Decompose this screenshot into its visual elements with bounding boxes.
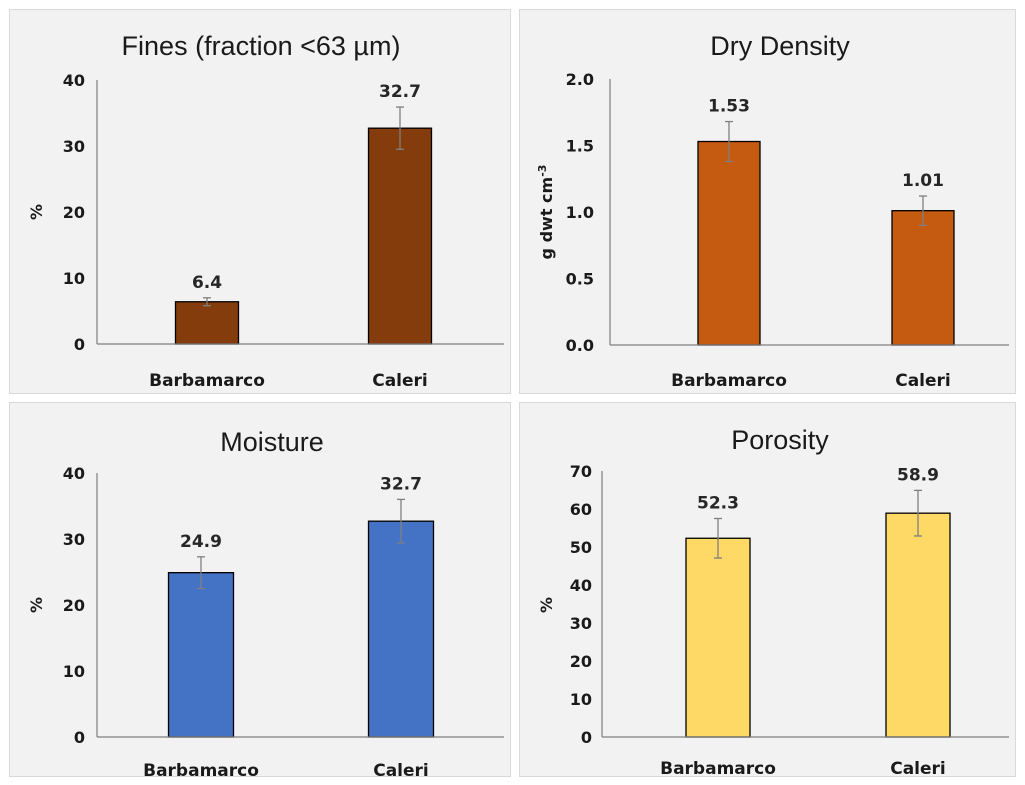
error-bar: [725, 120, 733, 163]
bar-barbamarco: [685, 537, 751, 738]
y-tick-label: 10: [63, 662, 85, 681]
x-category-label: Caleri: [372, 371, 428, 391]
data-label: 1.53: [708, 97, 750, 117]
chart-moisture: Moisture 0 10 20 30 40% 24.9 Barbamarco 32.7 Cale…: [27, 427, 504, 778]
bar-barbamarco: [167, 572, 235, 738]
y-tick-label: 50: [570, 538, 592, 557]
chart-dry-density: Dry Density 0.0 0.5 1.0 1.5 2.0 g dwt cm-3 1.53…: [536, 31, 1009, 391]
y-tick-label: 10: [63, 269, 85, 288]
chart-title: Fines (fraction <63 µm): [122, 31, 401, 61]
y-tick-label: 0.0: [566, 336, 594, 355]
chart-panel-porosity: Porosity 0 10 20 30 40 50 60 70% 52.3 Barbamarco 58…: [519, 402, 1016, 778]
data-label: 24.9: [180, 532, 222, 552]
y-tick-label: 60: [570, 500, 592, 519]
y-axis-label: g dwt cm-3: [536, 165, 556, 260]
y-tick-label: 20: [63, 203, 85, 222]
error-bar: [203, 297, 211, 307]
data-label: 1.01: [902, 171, 944, 191]
chart-panel-fines: Fines (fraction <63 µm) 0 10 20 30 40% 6.4 Barb…: [9, 9, 511, 394]
x-category-label: Barbamarco: [143, 761, 259, 778]
y-axis-label: %: [27, 204, 46, 220]
x-category-label: Barbamarco: [149, 371, 265, 391]
y-tick-label: 30: [63, 137, 85, 156]
error-bar: [914, 489, 922, 537]
y-tick-label: 10: [570, 690, 592, 709]
y-tick-label: 2.0: [566, 70, 594, 89]
y-tick-label: 20: [570, 652, 592, 671]
bar-barbamarco: [174, 301, 240, 345]
y-tick-label: 0: [74, 335, 85, 354]
data-label: 58.9: [897, 465, 939, 485]
y-tick-label: 70: [570, 462, 592, 481]
bar-caleri: [891, 210, 955, 346]
y-axis-label: %: [27, 597, 46, 613]
y-tick-label: 40: [63, 464, 85, 483]
chart-title: Dry Density: [710, 31, 850, 61]
y-axis-label-text: %: [537, 597, 556, 613]
x-category-label: Caleri: [373, 761, 429, 778]
y-tick-label: 0.5: [566, 270, 594, 289]
bar-barbamarco: [697, 140, 761, 346]
x-category-label: Caleri: [895, 371, 951, 391]
y-axis-label: %: [537, 597, 556, 613]
data-label: 6.4: [192, 273, 222, 293]
y-tick-label: 0: [581, 728, 592, 747]
y-axis-label-superscript: -3: [536, 165, 549, 177]
bar-caleri: [885, 512, 951, 738]
y-tick-label: 20: [63, 596, 85, 615]
error-bar: [919, 195, 927, 226]
data-label: 52.3: [697, 494, 739, 514]
chart-porosity: Porosity 0 10 20 30 40 50 60 70% 52.3 Barbamarco 58…: [537, 425, 1009, 778]
data-label: 32.7: [379, 82, 421, 102]
y-tick-label: 40: [570, 576, 592, 595]
error-bar: [397, 498, 405, 544]
chart-panel-dry-density: Dry Density 0.0 0.5 1.0 1.5 2.0 g dwt cm-3 1.53…: [519, 9, 1016, 394]
chart-title: Porosity: [731, 425, 829, 455]
x-category-label: Barbamarco: [671, 371, 787, 391]
y-axis-label-text: %: [27, 204, 46, 220]
y-tick-label: 30: [570, 614, 592, 633]
x-category-label: Caleri: [890, 759, 946, 778]
y-tick-label: 40: [63, 71, 85, 90]
y-axis-label-text: %: [27, 597, 46, 613]
y-tick-label: 1.0: [566, 203, 594, 222]
chart-title: Moisture: [220, 427, 324, 457]
y-tick-label: 1.5: [566, 137, 594, 156]
error-bar: [714, 517, 722, 559]
y-tick-label: 30: [63, 530, 85, 549]
bar-caleri: [367, 520, 435, 738]
y-axis-label-text: g dwt cm: [537, 177, 556, 260]
chart-panel-moisture: Moisture 0 10 20 30 40% 24.9 Barbamarco 32.7 Cale…: [9, 402, 511, 778]
chart-fines: Fines (fraction <63 µm) 0 10 20 30 40% 6.4 Barb…: [27, 31, 504, 391]
y-tick-label: 0: [74, 728, 85, 747]
bar-caleri: [367, 127, 433, 345]
error-bar: [197, 556, 205, 590]
x-category-label: Barbamarco: [660, 759, 776, 778]
error-bar: [396, 106, 404, 150]
data-label: 32.7: [380, 474, 422, 494]
